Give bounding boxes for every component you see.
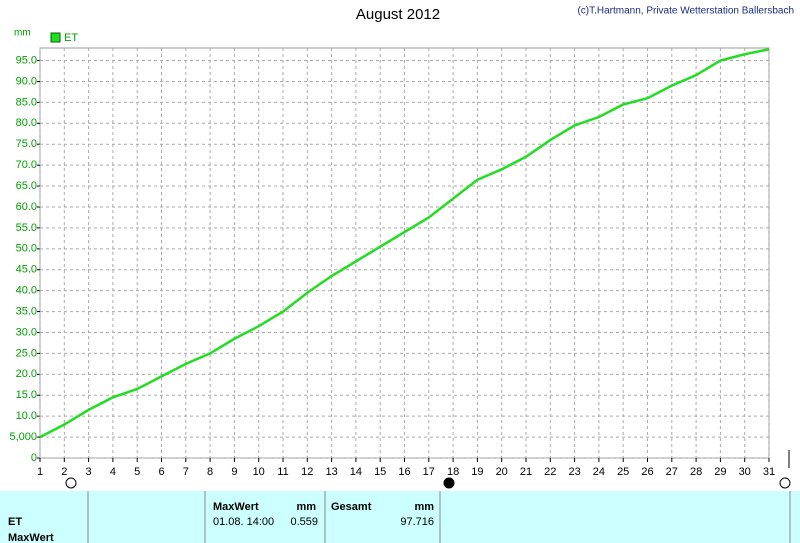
- summary-table: ET MaxWert MaxWert mm 01.08. 14:00 0.559…: [0, 491, 800, 543]
- x-tick-label: 10: [253, 466, 265, 478]
- marker: [779, 477, 791, 489]
- y-tick-label: 50.0: [16, 243, 37, 255]
- y-tick-label: 85.0: [16, 96, 37, 108]
- data-line: [39, 48, 770, 439]
- x-tick-label: 4: [110, 466, 116, 478]
- marker: [443, 477, 455, 489]
- y-tick-label: 65.0: [16, 180, 37, 192]
- y-tick-label: 20.0: [16, 368, 37, 380]
- x-tick-label: 27: [666, 466, 678, 478]
- y-tick-label: 95.0: [16, 54, 37, 66]
- legend-label: ET: [64, 32, 78, 44]
- legend: ET: [50, 32, 78, 44]
- y-tick-label: 60.0: [16, 201, 37, 213]
- x-tick-label: 6: [158, 466, 164, 478]
- x-tick-label: 9: [231, 466, 237, 478]
- y-tick-label: 35.0: [16, 305, 37, 317]
- x-tick-label: 26: [641, 466, 653, 478]
- chart-title: August 2012: [356, 6, 440, 23]
- column-header: Gesamt: [331, 501, 372, 513]
- x-tick-label: 17: [423, 466, 435, 478]
- x-tick-label: 13: [325, 466, 337, 478]
- x-tick-label: 1: [37, 466, 43, 478]
- marker: [65, 477, 77, 489]
- x-tick-label: 30: [739, 466, 751, 478]
- x-tick-label: 15: [374, 466, 386, 478]
- x-tick-label: 2: [61, 466, 67, 478]
- x-tick-label: 12: [301, 466, 313, 478]
- y-tick-label: 45.0: [16, 264, 37, 276]
- y-tick-label: 55.0: [16, 222, 37, 234]
- y-tick-label: 90.0: [16, 75, 37, 87]
- y-tick-label: 75.0: [16, 138, 37, 150]
- x-tick-label: 8: [207, 466, 213, 478]
- x-tick-label: 21: [520, 466, 532, 478]
- row-label: ET: [8, 516, 22, 528]
- y-tick-label: 25.0: [16, 347, 37, 359]
- x-tick-label: 20: [496, 466, 508, 478]
- x-tick-label: 3: [86, 466, 92, 478]
- cell: 0.559: [290, 516, 318, 528]
- y-tick-label: 70.0: [16, 159, 37, 171]
- row-label: MaxWert: [8, 532, 54, 543]
- table-bg: [0, 491, 800, 543]
- x-tick-label: 11: [277, 466, 288, 478]
- y-tick-label: 0: [31, 452, 37, 464]
- x-tick-label: 24: [593, 466, 605, 478]
- y-axis-label: mm: [14, 28, 31, 39]
- column-header: MaxWert: [213, 501, 259, 513]
- x-tick-label: 7: [183, 466, 189, 478]
- y-tick-label: 30.0: [16, 326, 37, 338]
- y-tick-label: 5,000: [9, 431, 37, 443]
- y-tick-label: 40.0: [16, 285, 37, 297]
- x-tick-label: 29: [714, 466, 726, 478]
- y-tick-label: 15.0: [16, 389, 37, 401]
- legend-swatch: [50, 32, 61, 43]
- x-tick-label: 5: [134, 466, 140, 478]
- credit: (c)T.Hartmann, Private Wetterstation Bal…: [577, 6, 794, 17]
- x-tick-label: 16: [398, 466, 410, 478]
- y-tick-label: 80.0: [16, 117, 37, 129]
- x-tick-label: 25: [617, 466, 629, 478]
- x-tick-label: 23: [568, 466, 580, 478]
- x-tick-label: 19: [471, 466, 483, 478]
- x-tick-label: 22: [544, 466, 556, 478]
- cell: 01.08. 14:00: [213, 516, 274, 528]
- column-unit: mm: [414, 501, 434, 513]
- y-tick-label: 10.0: [16, 410, 37, 422]
- x-tick-label: 18: [447, 466, 459, 478]
- x-tick-label: 28: [690, 466, 702, 478]
- x-tick-label: 14: [350, 466, 362, 478]
- column-unit: mm: [296, 501, 316, 513]
- cell: 97.716: [400, 516, 434, 528]
- x-tick-label: 31: [763, 466, 775, 478]
